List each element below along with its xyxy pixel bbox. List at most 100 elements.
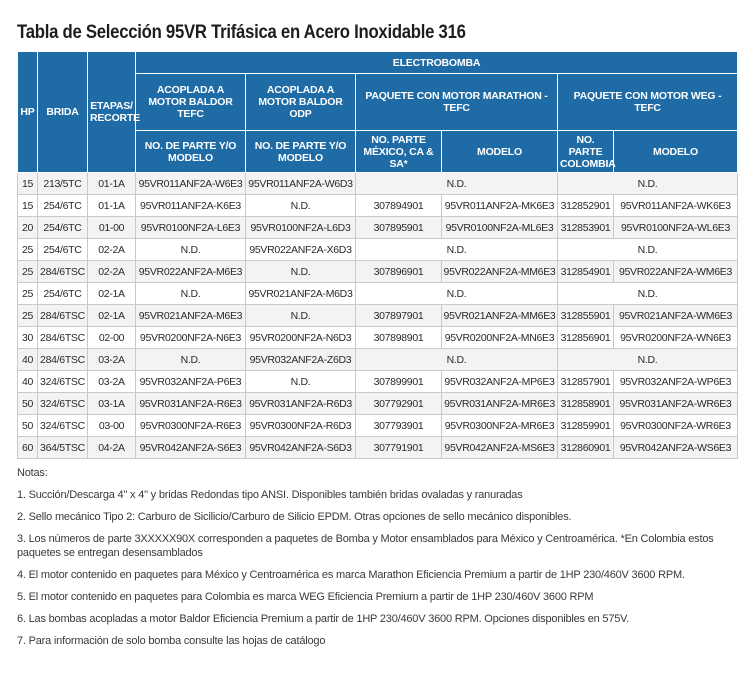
table-cell: 95VR021ANF2A-M6D3: [245, 282, 356, 305]
table-cell: 95VR0100NF2A-L6D3: [245, 216, 356, 239]
table-cell: 30: [17, 326, 38, 349]
table-cell: 95VR031ANF2A-WR6E3: [613, 392, 738, 415]
table-cell: N.D.: [135, 238, 246, 261]
table-cell: 254/6TC: [37, 282, 88, 305]
note-item: 4. El motor contenido en paquetes para M…: [17, 569, 685, 581]
table-cell: 324/6TSC: [37, 392, 88, 415]
table-cell: 25: [17, 304, 38, 327]
table-cell: 307793901: [355, 414, 442, 437]
table-cell: 95VR031ANF2A-R6D3: [245, 392, 356, 415]
table-cell: 95VR011ANF2A-K6E3: [135, 194, 246, 217]
table-cell: 02-00: [87, 326, 136, 349]
table-cell: 95VR0200NF2A-WN6E3: [613, 326, 738, 349]
table-cell: N.D.: [355, 282, 558, 305]
table-cell: N.D.: [557, 172, 738, 195]
table-row: 20 254/6TC 01-00 95VR0100NF2A-L6E3 95VR0100N…: [17, 216, 738, 239]
table-cell: 15: [17, 194, 38, 217]
table-cell: 01-1A: [87, 194, 136, 217]
table-cell: 03-2A: [87, 348, 136, 371]
header-sub-parte-modelo-2: NO. DE PARTE Y/O MODELO: [245, 130, 356, 173]
table-cell: 40: [17, 348, 38, 371]
table-cell: 95VR011ANF2A-WK6E3: [613, 194, 738, 217]
note-item: 5. El motor contenido en paquetes para C…: [17, 591, 594, 603]
table-row: 25 254/6TC 02-2A N.D. 95VR022ANF2A-X6D3 N.D. N…: [17, 238, 738, 261]
table-cell: 95VR032ANF2A-MP6E3: [441, 370, 558, 393]
table-row: 50 324/6TSC 03-1A 95VR031ANF2A-R6E3 95VR031A…: [17, 392, 738, 415]
note-item: 6. Las bombas acopladas a motor Baldor E…: [17, 613, 630, 625]
table-cell: 95VR0300NF2A-WR6E3: [613, 414, 738, 437]
table-cell: 284/6TSC: [37, 348, 88, 371]
table-cell: 60: [17, 436, 38, 459]
table-cell: 254/6TC: [37, 216, 88, 239]
table-cell: 50: [17, 414, 38, 437]
note-item: 7. Para información de solo bomba consul…: [17, 635, 326, 647]
table-cell: 03-1A: [87, 392, 136, 415]
table-cell: N.D.: [355, 348, 558, 371]
table-cell: 324/6TSC: [37, 414, 88, 437]
table-cell: 312858901: [557, 392, 614, 415]
table-cell: 307896901: [355, 260, 442, 283]
table-cell: 95VR042ANF2A-S6E3: [135, 436, 246, 459]
header-sub-modelo-1: MODELO: [441, 130, 558, 173]
table-cell: 95VR022ANF2A-X6D3: [245, 238, 356, 261]
table-cell: 324/6TSC: [37, 370, 88, 393]
header-group-marathon: PAQUETE CON MOTOR MARATHON - TEFC: [355, 73, 558, 131]
header-hp: HP: [17, 51, 38, 173]
table-cell: 95VR022ANF2A-MM6E3: [441, 260, 558, 283]
table-cell: 312852901: [557, 194, 614, 217]
table-cell: 95VR032ANF2A-WP6E3: [613, 370, 738, 393]
header-etapas: ETAPAS/ RECORTE: [87, 51, 140, 173]
table-cell: N.D.: [135, 348, 246, 371]
table-cell: N.D.: [245, 194, 356, 217]
table-cell: N.D.: [245, 260, 356, 283]
table-cell: N.D.: [557, 238, 738, 261]
table-cell: 312860901: [557, 436, 614, 459]
table-cell: 02-1A: [87, 304, 136, 327]
table-cell: 95VR011ANF2A-W6E3: [135, 172, 246, 195]
selection-table: HP BRIDA ETAPAS/ RECORTE ELECTROBOMBA AC…: [17, 51, 738, 459]
table-cell: 307791901: [355, 436, 442, 459]
table-cell: 95VR0200NF2A-N6E3: [135, 326, 246, 349]
table-cell: 04-2A: [87, 436, 136, 459]
table-cell: N.D.: [355, 172, 558, 195]
table-cell: 95VR0300NF2A-R6D3: [245, 414, 356, 437]
table-row: 40 324/6TSC 03-2A 95VR032ANF2A-P6E3 N.D. 3078…: [17, 370, 738, 393]
table-cell: 01-00: [87, 216, 136, 239]
table-cell: 284/6TSC: [37, 304, 88, 327]
table-cell: 307897901: [355, 304, 442, 327]
table-cell: 364/5TSC: [37, 436, 88, 459]
table-row: 25 254/6TC 02-1A N.D. 95VR021ANF2A-M6D3 N.D. N…: [17, 282, 738, 305]
table-cell: 02-2A: [87, 238, 136, 261]
table-cell: 307898901: [355, 326, 442, 349]
table-cell: 307899901: [355, 370, 442, 393]
table-cell: N.D.: [355, 238, 558, 261]
table-cell: 01-1A: [87, 172, 136, 195]
notes-heading: Notas:: [17, 467, 48, 479]
table-cell: 15: [17, 172, 38, 195]
table-row: 25 284/6TSC 02-2A 95VR022ANF2A-M6E3 N.D. 3078…: [17, 260, 738, 283]
table-cell: 95VR042ANF2A-MS6E3: [441, 436, 558, 459]
table-cell: 95VR011ANF2A-W6D3: [245, 172, 356, 195]
table-cell: 95VR022ANF2A-M6E3: [135, 260, 246, 283]
table-row: 50 324/6TSC 03-00 95VR0300NF2A-R6E3 95VR0300…: [17, 414, 738, 437]
table-row: 15 213/5TC 01-1A 95VR011ANF2A-W6E3 95VR011AN…: [17, 172, 738, 195]
table-cell: 50: [17, 392, 38, 415]
table-cell: 03-00: [87, 414, 136, 437]
table-cell: 95VR011ANF2A-MK6E3: [441, 194, 558, 217]
table-cell: 312857901: [557, 370, 614, 393]
table-cell: 284/6TSC: [37, 260, 88, 283]
table-cell: 95VR0200NF2A-N6D3: [245, 326, 356, 349]
table-row: 60 364/5TSC 04-2A 95VR042ANF2A-S6E3 95VR042A…: [17, 436, 738, 459]
header-group-weg: PAQUETE CON MOTOR WEG - TEFC: [557, 73, 738, 131]
table-cell: 312859901: [557, 414, 614, 437]
table-cell: 254/6TC: [37, 194, 88, 217]
table-cell: 307792901: [355, 392, 442, 415]
table-cell: 95VR021ANF2A-MM6E3: [441, 304, 558, 327]
table-cell: N.D.: [245, 370, 356, 393]
header-group-baldor-tefc: ACOPLADA A MOTOR BALDOR TEFC: [135, 73, 246, 131]
notes-section: Notas: 1. Succión/Descarga 4" x 4" y bri…: [17, 466, 735, 656]
header-sub-parte-colombia: NO. PARTE COLOMBIA: [557, 130, 616, 173]
table-row: 30 284/6TSC 02-00 95VR0200NF2A-N6E3 95VR0200…: [17, 326, 738, 349]
table-cell: 284/6TSC: [37, 326, 88, 349]
table-cell: 254/6TC: [37, 238, 88, 261]
